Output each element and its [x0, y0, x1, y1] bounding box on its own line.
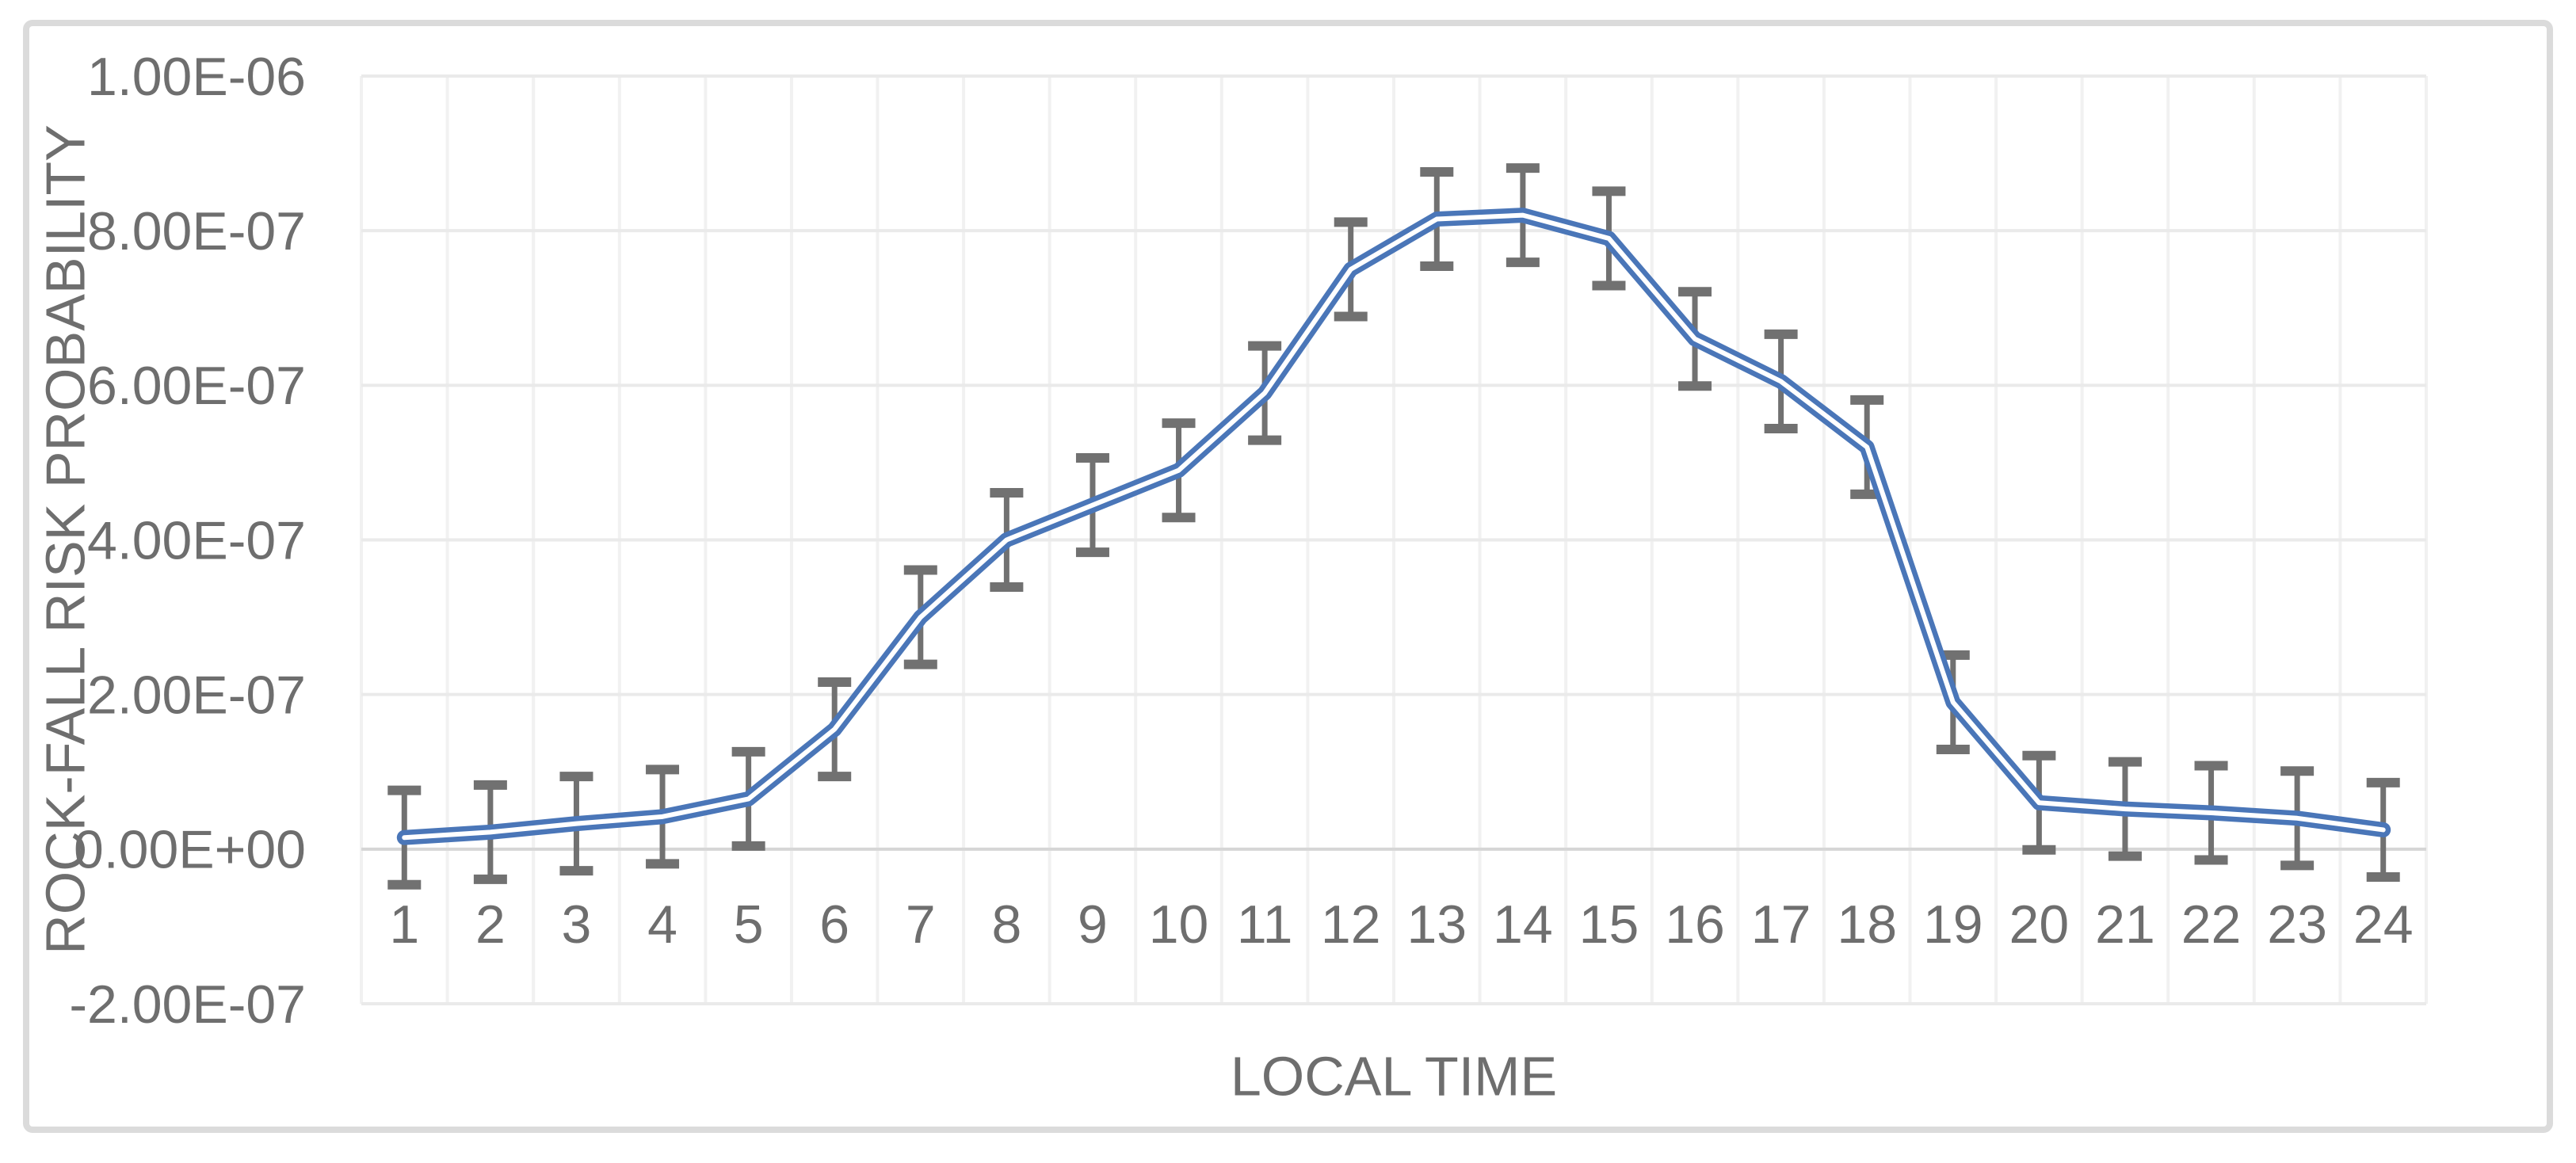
y-tick-label: 4.00E-07: [87, 510, 306, 570]
y-axis-title: ROCK-FALL RISK PROBABILITY: [35, 124, 97, 955]
x-tick-label: 15: [1579, 894, 1639, 955]
chart-border: [23, 20, 2553, 1133]
x-tick-label: 21: [2095, 894, 2155, 955]
y-tick-label: 2.00E-07: [87, 665, 306, 725]
y-tick-label: 8.00E-07: [87, 201, 306, 261]
x-tick-label: 20: [2009, 894, 2070, 955]
axis-tick-labels: 1.00E-06 8.00E-07 6.00E-07 4.00E-07 2.00E-07…: [69, 47, 2413, 1035]
x-tick-label: 24: [2353, 894, 2414, 955]
x-tick-label: 23: [2267, 894, 2327, 955]
y-tick-label: 6.00E-07: [87, 356, 306, 416]
x-tick-label: 7: [906, 894, 936, 955]
series-line: [396, 208, 2391, 845]
x-tick-label: 6: [819, 894, 849, 955]
x-tick-label: 1: [389, 894, 419, 955]
y-tick-label: -2.00E-07: [69, 974, 306, 1035]
x-tick-label: 13: [1406, 894, 1467, 955]
x-tick-label: 14: [1493, 894, 1553, 955]
x-tick-label: 12: [1321, 894, 1381, 955]
gridlines: [360, 74, 2428, 1005]
x-tick-label: 2: [475, 894, 506, 955]
x-tick-label: 18: [1837, 894, 1897, 955]
x-tick-label: 3: [562, 894, 592, 955]
x-tick-label: 17: [1751, 894, 1811, 955]
x-tick-label: 5: [734, 894, 764, 955]
x-tick-label: 11: [1237, 894, 1293, 955]
x-axis-title: LOCAL TIME: [1231, 1046, 1557, 1108]
x-tick-label: 4: [647, 894, 677, 955]
x-tick-label: 9: [1078, 894, 1108, 955]
x-tick-label: 22: [2181, 894, 2242, 955]
y-tick-label: 0.00E+00: [74, 820, 306, 880]
x-tick-label: 16: [1665, 894, 1725, 955]
series-line-core: [402, 212, 2386, 841]
x-tick-label: 10: [1149, 894, 1209, 955]
y-tick-label: 1.00E-06: [87, 47, 306, 107]
x-tick-label: 19: [1923, 894, 1983, 955]
x-tick-label: 8: [991, 894, 1021, 955]
